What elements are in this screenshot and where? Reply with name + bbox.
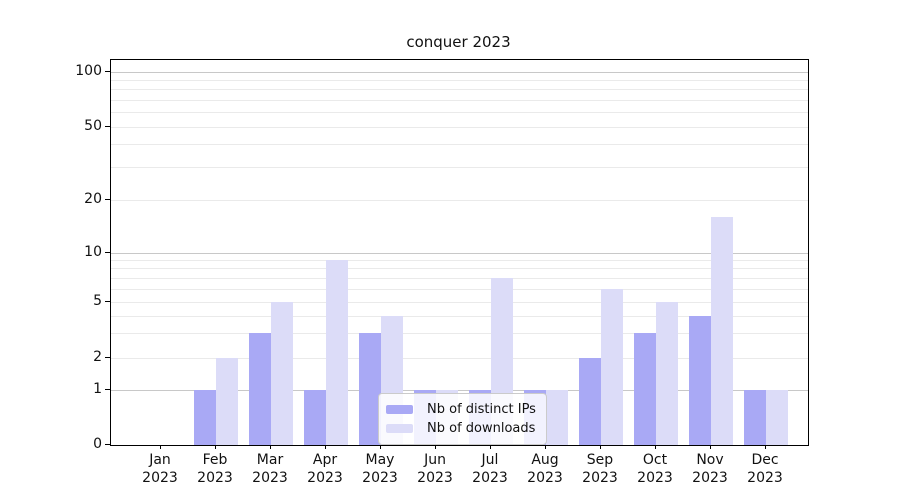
gridline-major [111, 390, 808, 391]
x-tick-mark [435, 445, 436, 449]
y-tick-label: 10 [84, 243, 102, 260]
gridline-minor [111, 167, 808, 168]
x-tick-label: Aug 2023 [527, 452, 563, 486]
x-tick-label: Jun 2023 [417, 452, 453, 486]
gridline-minor [111, 278, 808, 279]
x-tick-mark [325, 445, 326, 449]
bar-downloads [216, 357, 238, 445]
gridline-minor [111, 127, 808, 128]
bar-downloads [546, 390, 568, 445]
gridline-minor [111, 260, 808, 261]
legend: Nb of distinct IPs Nb of downloads [378, 393, 547, 445]
x-tick-mark [710, 445, 711, 449]
x-tick-mark [765, 445, 766, 449]
x-tick-mark [545, 445, 546, 449]
bar-distinct-ips [634, 332, 656, 445]
bar-distinct-ips [744, 390, 766, 445]
plot-area [110, 59, 809, 446]
bar-distinct-ips [249, 332, 271, 445]
gridline-minor [111, 100, 808, 101]
x-tick-label: May 2023 [362, 452, 398, 486]
gridline-minor [111, 112, 808, 113]
bar-distinct-ips [304, 390, 326, 445]
y-tick-label: 100 [75, 62, 102, 79]
gridline-minor [111, 289, 808, 290]
y-tick-label: 1 [93, 381, 102, 397]
legend-swatch-downloads [386, 424, 413, 433]
x-tick-label: Sep 2023 [582, 452, 618, 486]
y-tick-mark [105, 126, 110, 127]
y-tick-mark [105, 389, 110, 390]
bar-downloads [326, 260, 348, 445]
y-tick-mark [105, 252, 110, 253]
x-tick-mark [215, 445, 216, 449]
x-tick-label: Jan 2023 [142, 452, 178, 486]
bar-distinct-ips [194, 390, 216, 445]
bar-distinct-ips [689, 315, 711, 445]
gridline-minor [111, 302, 808, 303]
bar-distinct-ips [579, 357, 601, 445]
x-tick-label: Dec 2023 [747, 452, 783, 486]
gridline-minor [111, 268, 808, 269]
y-tick-label: 0 [93, 436, 102, 452]
gridline-minor [111, 333, 808, 334]
gridline-minor [111, 144, 808, 145]
legend-item-downloads: Nb of downloads [386, 420, 536, 437]
legend-label-downloads: Nb of downloads [427, 421, 536, 436]
gridline-minor [111, 80, 808, 81]
legend-item-distinct-ips: Nb of distinct IPs [386, 401, 536, 418]
gridline-major [111, 72, 808, 73]
gridline-minor [111, 200, 808, 201]
gridline-minor [111, 358, 808, 359]
x-tick-label: Apr 2023 [307, 452, 343, 486]
x-tick-label: Mar 2023 [252, 452, 288, 486]
y-tick-mark [105, 199, 110, 200]
y-tick-label: 2 [93, 348, 102, 365]
bar-downloads [656, 302, 678, 445]
bar-downloads [711, 216, 733, 445]
x-tick-label: Feb 2023 [197, 452, 233, 486]
y-tick-label: 5 [93, 293, 102, 309]
x-tick-mark [380, 445, 381, 449]
x-tick-mark [490, 445, 491, 449]
x-tick-mark [600, 445, 601, 449]
x-tick-label: Oct 2023 [637, 452, 673, 486]
gridline-minor [111, 89, 808, 90]
y-tick-mark [105, 357, 110, 358]
y-tick-mark [105, 71, 110, 72]
y-tick-mark [105, 301, 110, 302]
bar-downloads [766, 390, 788, 445]
legend-label-distinct-ips: Nb of distinct IPs [427, 402, 536, 417]
bar-downloads [601, 288, 623, 445]
bar-distinct-ips [359, 332, 381, 445]
gridline-minor [111, 316, 808, 317]
x-tick-label: Jul 2023 [472, 452, 508, 486]
x-tick-label: Nov 2023 [692, 452, 728, 486]
y-tick-label: 50 [84, 117, 102, 134]
bar-downloads [271, 302, 293, 445]
y-tick-label: 20 [84, 190, 102, 207]
y-tick-mark [105, 444, 110, 445]
legend-swatch-distinct-ips [386, 405, 413, 414]
gridline-major [111, 253, 808, 254]
x-tick-mark [270, 445, 271, 449]
x-tick-mark [655, 445, 656, 449]
chart-title: conquer 2023 [406, 33, 511, 51]
x-tick-mark [160, 445, 161, 449]
